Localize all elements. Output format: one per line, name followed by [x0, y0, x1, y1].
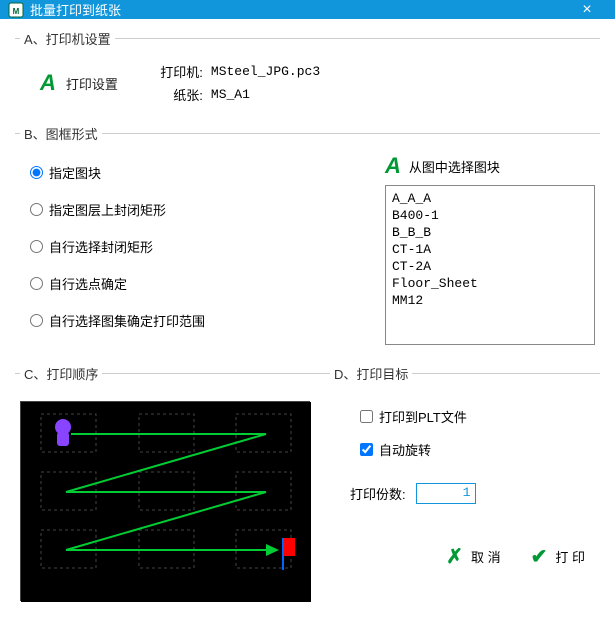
- check-autorotate[interactable]: 自动旋转: [360, 440, 585, 459]
- printer-value: MSteel_JPG.pc3: [211, 64, 320, 79]
- radio-self-set-label: 自行选择图集确定打印范围: [49, 311, 205, 330]
- check-plt[interactable]: 打印到PLT文件: [360, 407, 585, 426]
- list-item[interactable]: CT-2A: [390, 258, 590, 275]
- list-item[interactable]: B_B_B: [390, 224, 590, 241]
- section-d-title: D、打印目标: [330, 364, 412, 383]
- section-a-title: A、打印机设置: [20, 29, 115, 48]
- print-icon: ✔: [531, 544, 548, 569]
- select-block-icon: A: [385, 153, 401, 179]
- print-settings-label[interactable]: 打印设置: [66, 74, 118, 93]
- radio-self-point[interactable]: 自行选点确定: [30, 274, 385, 293]
- app-icon: M: [8, 2, 24, 18]
- copies-label: 打印份数:: [350, 484, 406, 503]
- cancel-button[interactable]: ✗ 取 消: [446, 544, 500, 569]
- list-item[interactable]: B400-1: [390, 207, 590, 224]
- section-c-title: C、打印顺序: [20, 364, 102, 383]
- cancel-icon: ✗: [446, 544, 463, 569]
- select-block-label[interactable]: 从图中选择图块: [409, 157, 500, 176]
- list-item[interactable]: Floor_Sheet: [390, 275, 590, 292]
- radio-layer-rect[interactable]: 指定图层上封闭矩形: [30, 200, 385, 219]
- copies-input[interactable]: [416, 483, 476, 504]
- list-item[interactable]: A_A_A: [390, 190, 590, 207]
- print-label: 打 印: [555, 547, 585, 566]
- radio-self-set-input[interactable]: [30, 314, 43, 327]
- printer-label: 打印机:: [148, 62, 203, 81]
- print-order-preview[interactable]: [20, 401, 310, 601]
- check-plt-label: 打印到PLT文件: [379, 407, 467, 426]
- window-title: 批量打印到纸张: [30, 0, 567, 19]
- radio-layer-rect-input[interactable]: [30, 203, 43, 216]
- cancel-label: 取 消: [471, 547, 501, 566]
- check-autorotate-label: 自动旋转: [379, 440, 431, 459]
- radio-self-set[interactable]: 自行选择图集确定打印范围: [30, 311, 385, 330]
- printer-logo-icon: A: [40, 70, 56, 96]
- check-autorotate-input[interactable]: [360, 443, 373, 456]
- radio-self-point-input[interactable]: [30, 277, 43, 290]
- paper-label: 纸张:: [148, 85, 203, 104]
- list-item[interactable]: CT-1A: [390, 241, 590, 258]
- radio-layer-rect-label: 指定图层上封闭矩形: [49, 200, 166, 219]
- radio-self-rect[interactable]: 自行选择封闭矩形: [30, 237, 385, 256]
- radio-self-point-label: 自行选点确定: [49, 274, 127, 293]
- section-b-title: B、图框形式: [20, 124, 102, 143]
- close-button[interactable]: ×: [567, 1, 607, 19]
- print-button[interactable]: ✔ 打 印: [531, 544, 585, 569]
- radio-block[interactable]: 指定图块: [30, 163, 385, 182]
- check-plt-input[interactable]: [360, 410, 373, 423]
- radio-self-rect-label: 自行选择封闭矩形: [49, 237, 153, 256]
- radio-block-input[interactable]: [30, 166, 43, 179]
- svg-text:M: M: [13, 7, 20, 16]
- block-listbox[interactable]: A_A_AB400-1B_B_BCT-1ACT-2AFloor_SheetMM1…: [385, 185, 595, 345]
- radio-self-rect-input[interactable]: [30, 240, 43, 253]
- paper-value: MS_A1: [211, 87, 250, 102]
- radio-block-label: 指定图块: [49, 163, 101, 182]
- list-item[interactable]: MM12: [390, 292, 590, 309]
